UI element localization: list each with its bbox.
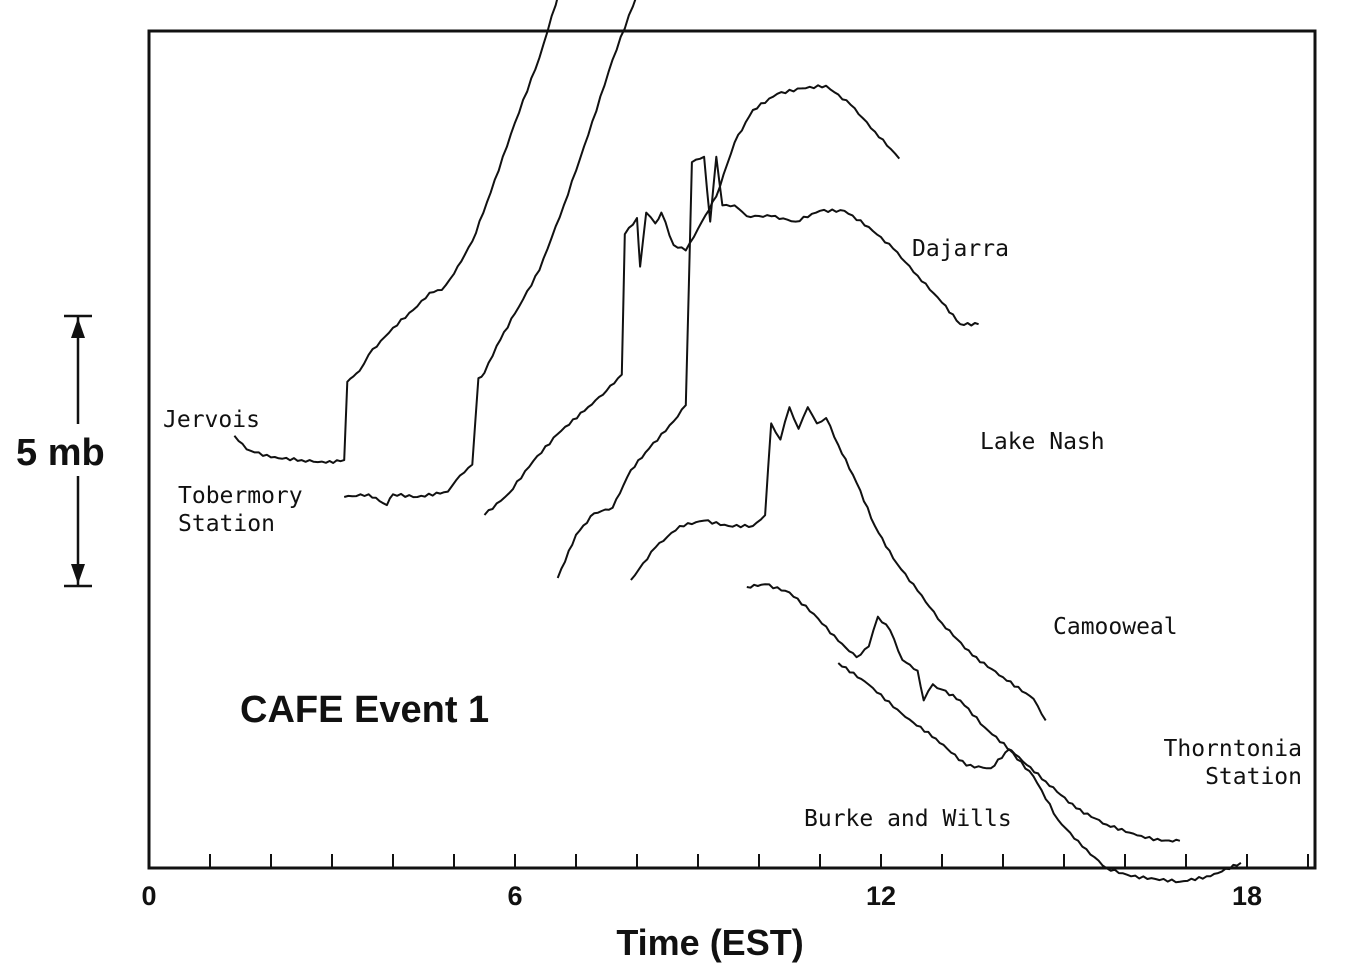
x-tick-label: 0 — [141, 881, 156, 911]
series-label: Camooweal — [1053, 614, 1178, 640]
series-labels: Jervois Tobermory Station Dajarra Lake Nash C… — [163, 236, 1302, 832]
series-line-burke-and-wills — [837, 662, 1242, 884]
series-label: Tobermory Station — [178, 483, 303, 537]
series-line-thorntonia-station — [746, 583, 1181, 843]
series-line-jervois — [233, 0, 559, 464]
series-label: Burke and Wills — [804, 806, 1012, 832]
scale-bar-up-arrow — [71, 318, 85, 338]
scale-bar-down-arrow — [71, 564, 85, 584]
x-tick-label: 6 — [507, 881, 522, 911]
x-tick-label: 18 — [1232, 881, 1262, 911]
scale-bar-label: 5 mb — [16, 432, 105, 474]
scale-bar-label-gap — [60, 424, 96, 476]
x-axis-title: Time (EST) — [616, 922, 803, 963]
series-line-lake-nash — [556, 155, 979, 579]
series-line-tobermory-station — [343, 0, 637, 507]
series-label: Jervois — [163, 407, 260, 433]
series-line-camooweal — [630, 406, 1047, 721]
x-tick-label: 12 — [866, 881, 896, 911]
chart-title: CAFE Event 1 — [240, 689, 489, 731]
x-axis-tick-labels: 0 6 12 18 — [141, 881, 1262, 911]
series-line-dajarra — [483, 84, 901, 516]
series-label: Dajarra — [912, 236, 1009, 262]
series-layer — [233, 0, 1242, 884]
x-axis-ticks — [209, 854, 1309, 868]
scale-bar — [60, 314, 96, 588]
plot-frame — [147, 29, 1317, 870]
series-label: Lake Nash — [980, 429, 1105, 455]
series-label: Thorntonia Station — [1164, 736, 1302, 790]
